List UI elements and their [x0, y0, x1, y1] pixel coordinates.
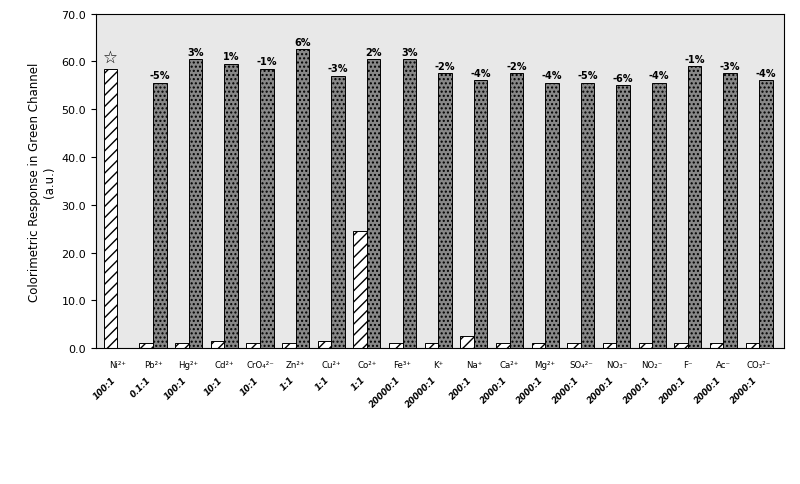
Text: 1:1: 1:1	[314, 375, 331, 392]
Bar	[710, 344, 723, 348]
Text: ☆: ☆	[103, 49, 118, 67]
Text: 1:1: 1:1	[278, 375, 296, 392]
Bar	[260, 69, 274, 348]
Bar	[210, 341, 224, 348]
Bar	[617, 86, 630, 348]
Bar	[688, 67, 702, 348]
Bar	[153, 84, 166, 348]
Text: 10:1: 10:1	[238, 375, 260, 396]
Bar	[175, 344, 189, 348]
Text: -5%: -5%	[578, 71, 598, 81]
Text: Ca²⁺: Ca²⁺	[500, 361, 519, 369]
Text: 2000:1: 2000:1	[658, 375, 688, 405]
Text: Fe³⁺: Fe³⁺	[394, 361, 411, 369]
Text: 0.1:1: 0.1:1	[129, 375, 153, 398]
Text: 2000:1: 2000:1	[515, 375, 545, 405]
Text: CrO₄²⁻: CrO₄²⁻	[246, 361, 274, 369]
Bar	[438, 74, 452, 348]
Text: -3%: -3%	[720, 62, 741, 72]
Text: 2000:1: 2000:1	[729, 375, 759, 405]
Text: -4%: -4%	[755, 69, 776, 79]
Text: 3%: 3%	[401, 47, 418, 58]
Bar	[224, 65, 238, 348]
Text: Hg²⁺: Hg²⁺	[178, 361, 198, 369]
Bar	[318, 341, 331, 348]
Text: Cd²⁺: Cd²⁺	[214, 361, 234, 369]
Bar	[652, 84, 666, 348]
Text: -1%: -1%	[257, 57, 277, 67]
Text: 200:1: 200:1	[448, 375, 474, 400]
Bar	[603, 344, 617, 348]
Y-axis label: Colorimetric Response in Green Channel
(a.u.): Colorimetric Response in Green Channel (…	[28, 62, 56, 301]
Text: 20000:1: 20000:1	[368, 375, 402, 409]
Text: Ac⁻: Ac⁻	[716, 361, 731, 369]
Bar	[104, 69, 118, 348]
Text: 100:1: 100:1	[91, 375, 118, 400]
Text: 2000:1: 2000:1	[622, 375, 652, 405]
Bar	[425, 344, 438, 348]
Bar	[496, 344, 510, 348]
Text: Co²⁺: Co²⁺	[358, 361, 377, 369]
Text: K⁺: K⁺	[433, 361, 443, 369]
Text: -2%: -2%	[434, 62, 455, 72]
Bar	[402, 60, 416, 348]
Bar	[460, 336, 474, 348]
Text: 2000:1: 2000:1	[550, 375, 581, 405]
Text: Mg²⁺: Mg²⁺	[534, 361, 556, 369]
Bar	[354, 232, 367, 348]
Text: Pb²⁺: Pb²⁺	[144, 361, 162, 369]
Text: Cu²⁺: Cu²⁺	[322, 361, 341, 369]
Bar	[389, 344, 402, 348]
Text: Na⁺: Na⁺	[466, 361, 482, 369]
Bar	[674, 344, 688, 348]
Bar	[510, 74, 523, 348]
Bar	[759, 81, 773, 348]
Bar	[474, 81, 487, 348]
Text: Zn²⁺: Zn²⁺	[286, 361, 306, 369]
Bar	[567, 344, 581, 348]
Bar	[746, 344, 759, 348]
Text: 1:1: 1:1	[350, 375, 367, 392]
Text: -4%: -4%	[470, 69, 491, 79]
Bar	[581, 84, 594, 348]
Bar	[246, 344, 260, 348]
Bar	[723, 74, 737, 348]
Bar	[545, 84, 558, 348]
Text: -4%: -4%	[649, 71, 669, 81]
Text: 3%: 3%	[187, 47, 204, 58]
Text: CO₃²⁻: CO₃²⁻	[747, 361, 771, 369]
Text: 2000:1: 2000:1	[479, 375, 510, 405]
Text: NO₃⁻: NO₃⁻	[606, 361, 627, 369]
Text: -1%: -1%	[684, 55, 705, 65]
Text: 10:1: 10:1	[202, 375, 224, 396]
Text: 2000:1: 2000:1	[694, 375, 723, 405]
Text: 6%: 6%	[294, 38, 310, 48]
Text: 20000:1: 20000:1	[404, 375, 438, 409]
Text: -3%: -3%	[328, 64, 348, 74]
Text: 100:1: 100:1	[163, 375, 189, 400]
Bar	[532, 344, 545, 348]
Bar	[331, 76, 345, 348]
Text: 2000:1: 2000:1	[586, 375, 617, 405]
Bar	[139, 344, 153, 348]
Text: Ni²⁺: Ni²⁺	[109, 361, 126, 369]
Bar	[296, 50, 309, 348]
Text: F⁻: F⁻	[683, 361, 693, 369]
Text: NO₂⁻: NO₂⁻	[642, 361, 662, 369]
Text: -4%: -4%	[542, 71, 562, 81]
Text: 2%: 2%	[366, 47, 382, 58]
Text: -6%: -6%	[613, 74, 634, 84]
Bar	[189, 60, 202, 348]
Text: -2%: -2%	[506, 62, 526, 72]
Text: SO₄²⁻: SO₄²⁻	[569, 361, 593, 369]
Bar	[638, 344, 652, 348]
Text: -5%: -5%	[150, 71, 170, 81]
Text: 1%: 1%	[223, 52, 239, 62]
Bar	[367, 60, 381, 348]
Bar	[282, 344, 296, 348]
